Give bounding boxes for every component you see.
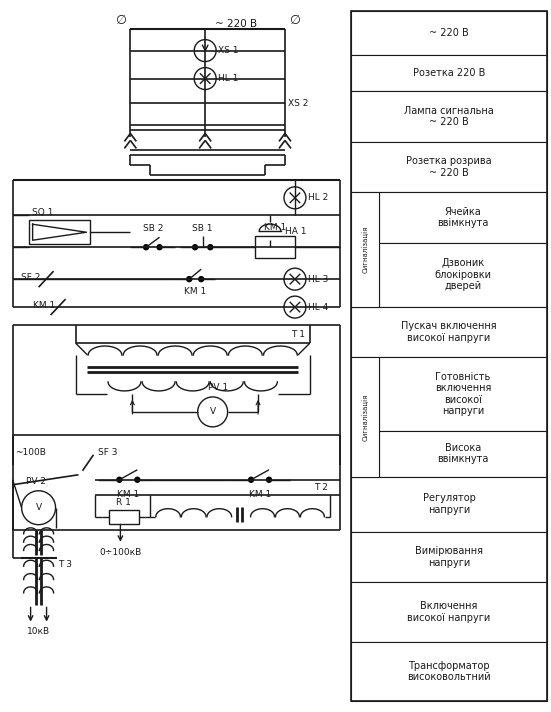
Circle shape bbox=[192, 245, 198, 250]
Text: Ячейка
ввімкнута: Ячейка ввімкнута bbox=[437, 206, 489, 229]
Text: Вимірювання
напруги: Вимірювання напруги bbox=[415, 546, 483, 567]
Text: ~100В: ~100В bbox=[15, 449, 46, 457]
Text: Сигналізація: Сигналізація bbox=[361, 226, 368, 273]
Text: HA 1: HA 1 bbox=[285, 226, 306, 236]
Circle shape bbox=[144, 245, 149, 250]
Circle shape bbox=[199, 277, 204, 282]
Text: Сигналізація: Сигналізація bbox=[361, 393, 368, 441]
Text: Включення
високої напруги: Включення високої напруги bbox=[407, 601, 491, 623]
Circle shape bbox=[187, 277, 192, 282]
Bar bbox=[351, 11, 547, 55]
Text: KM 1: KM 1 bbox=[184, 287, 206, 296]
Text: T 3: T 3 bbox=[58, 560, 73, 569]
Text: ∅: ∅ bbox=[115, 14, 126, 27]
Bar bbox=[379, 431, 547, 476]
Circle shape bbox=[249, 477, 253, 482]
Circle shape bbox=[194, 68, 216, 90]
Text: KM 1: KM 1 bbox=[249, 490, 271, 498]
Circle shape bbox=[267, 477, 272, 482]
Circle shape bbox=[198, 397, 228, 427]
Text: Дзвоник
блокіровки
дверей: Дзвоник блокіровки дверей bbox=[435, 258, 491, 291]
Text: HL 4: HL 4 bbox=[308, 303, 328, 312]
Bar bbox=[351, 91, 547, 142]
Text: Розетка розрива
~ 220 В: Розетка розрива ~ 220 В bbox=[406, 156, 492, 178]
Text: ∅: ∅ bbox=[289, 14, 300, 27]
Text: T 1: T 1 bbox=[291, 330, 305, 339]
Bar bbox=[351, 476, 547, 532]
Bar bbox=[351, 142, 547, 192]
Bar bbox=[379, 357, 547, 431]
Text: PV 2: PV 2 bbox=[25, 477, 46, 486]
Circle shape bbox=[135, 477, 140, 482]
Text: KM 1: KM 1 bbox=[33, 300, 56, 310]
Text: ~ 220 В: ~ 220 В bbox=[429, 28, 469, 38]
Text: SB 2: SB 2 bbox=[143, 224, 163, 234]
Circle shape bbox=[284, 187, 306, 209]
Circle shape bbox=[194, 40, 216, 61]
Text: ~ 220 В: ~ 220 В bbox=[215, 19, 257, 28]
Text: Висока
ввімкнута: Висока ввімкнута bbox=[437, 443, 489, 464]
Circle shape bbox=[117, 477, 122, 482]
Text: SF 3: SF 3 bbox=[99, 449, 118, 457]
Bar bbox=[351, 55, 547, 91]
Text: SB 1: SB 1 bbox=[192, 224, 213, 234]
Circle shape bbox=[157, 245, 162, 250]
Bar bbox=[255, 236, 295, 258]
Text: XS 1: XS 1 bbox=[218, 46, 239, 55]
Bar bbox=[351, 582, 547, 642]
Text: KM 1: KM 1 bbox=[264, 224, 286, 232]
Bar bbox=[351, 357, 379, 476]
Bar bbox=[379, 243, 547, 307]
Circle shape bbox=[284, 268, 306, 290]
Text: HL 1: HL 1 bbox=[218, 74, 239, 83]
Text: HL 2: HL 2 bbox=[308, 194, 328, 202]
Text: HL 3: HL 3 bbox=[308, 275, 328, 283]
Text: KM 1: KM 1 bbox=[117, 490, 139, 498]
Circle shape bbox=[21, 491, 56, 525]
Bar bbox=[379, 192, 547, 243]
Bar bbox=[351, 307, 547, 357]
Bar bbox=[351, 532, 547, 582]
Text: Лампа сигнальна
~ 220 В: Лампа сигнальна ~ 220 В bbox=[404, 106, 494, 127]
Text: V: V bbox=[209, 407, 216, 417]
Text: V: V bbox=[35, 503, 42, 512]
Text: 10кВ: 10кВ bbox=[27, 627, 50, 637]
Text: XS 2: XS 2 bbox=[288, 99, 309, 108]
Text: Трансформатор
високовольтний: Трансформатор високовольтний bbox=[407, 661, 491, 682]
Text: Готовність
включення
високої
напруги: Готовність включення високої напруги bbox=[435, 372, 491, 417]
Bar bbox=[351, 642, 547, 701]
Text: SF 2: SF 2 bbox=[21, 273, 41, 282]
Circle shape bbox=[208, 245, 213, 250]
Text: R 1: R 1 bbox=[116, 498, 131, 507]
Circle shape bbox=[284, 296, 306, 318]
Bar bbox=[351, 192, 379, 307]
Text: Регулятор
напруги: Регулятор напруги bbox=[423, 493, 476, 515]
Bar bbox=[351, 11, 547, 701]
Text: PV 1: PV 1 bbox=[208, 383, 228, 392]
Text: Пускач включення
високої напруги: Пускач включення високої напруги bbox=[401, 321, 497, 343]
Text: T 2: T 2 bbox=[314, 483, 328, 492]
Text: 0÷100кВ: 0÷100кВ bbox=[99, 548, 142, 557]
Text: Розетка 220 В: Розетка 220 В bbox=[413, 68, 485, 78]
Text: SQ 1: SQ 1 bbox=[31, 209, 53, 217]
Bar bbox=[109, 510, 139, 523]
Bar bbox=[29, 220, 90, 244]
